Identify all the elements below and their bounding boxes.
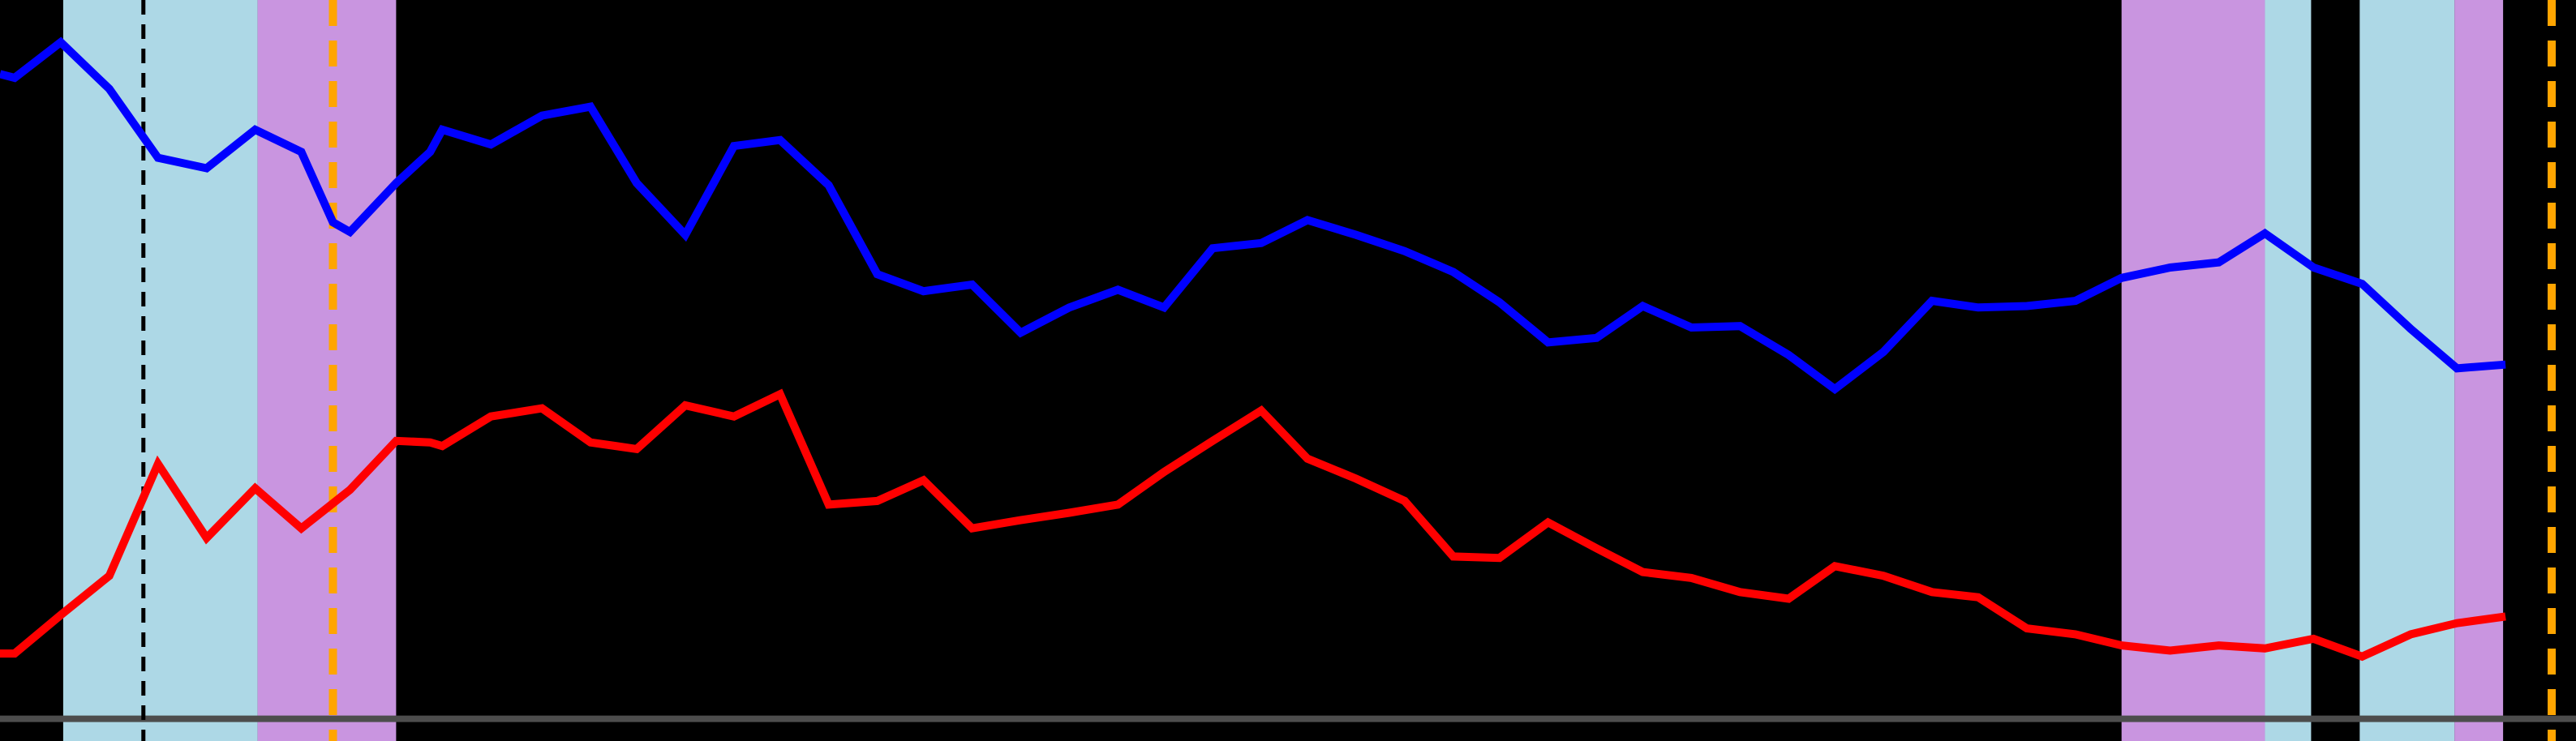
band-lavender-1 bbox=[257, 0, 397, 741]
band-light-blue-4 bbox=[2359, 0, 2455, 741]
series-line-0 bbox=[0, 36, 2506, 395]
series-lines bbox=[0, 36, 2506, 662]
vertical-markers bbox=[141, 0, 2557, 741]
band-light-blue-3 bbox=[2265, 0, 2312, 741]
band-light-blue-0 bbox=[62, 0, 258, 741]
band-lavender-2 bbox=[2121, 0, 2265, 741]
shaded-bands bbox=[62, 0, 2504, 741]
series-line-1 bbox=[0, 388, 2506, 662]
